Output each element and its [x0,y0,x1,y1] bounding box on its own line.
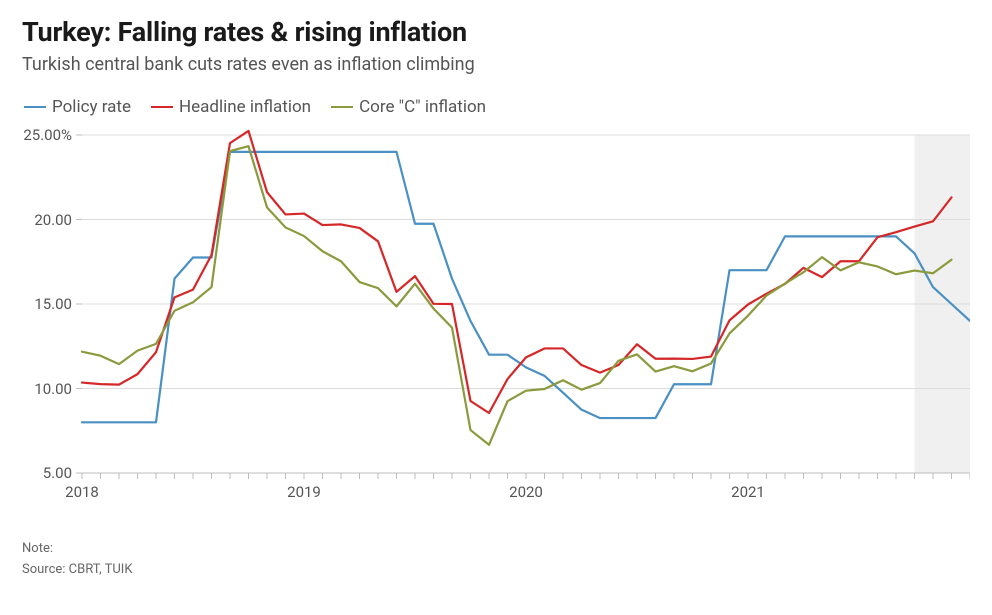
legend-label: Core "C" inflation [359,97,486,117]
chart-area: 5.00 10.00 15.00 20.00 25.00% 2018 2019 2020 202… [22,125,970,525]
series-headline_inflation [82,131,952,413]
note-label: Note: [22,539,970,560]
legend-item: Policy rate [24,97,131,117]
y-axis-label: 15.00 [34,295,72,313]
series-core_c_inflation [82,146,952,445]
legend: Policy rate Headline inflation Core "C" in… [22,97,970,117]
x-axis-label: 2021 [731,483,765,501]
x-axis-label: 2018 [65,483,99,501]
y-axis-label: 20.00 [34,211,72,229]
legend-label: Headline inflation [179,97,311,117]
legend-label: Policy rate [52,97,131,117]
y-axis-label: 10.00 [34,380,72,398]
legend-swatch [331,106,353,109]
legend-item: Headline inflation [151,97,311,117]
line-chart-svg [22,125,970,525]
chart-subtitle: Turkish central bank cuts rates even as … [22,54,970,75]
legend-item: Core "C" inflation [331,97,486,117]
legend-swatch [24,106,46,109]
chart-footer: Note: Source: CBRT, TUIK [22,539,970,581]
x-axis-label: 2019 [287,483,321,501]
y-axis-label: 5.00 [43,464,72,482]
x-axis-label: 2020 [509,483,543,501]
y-axis-label: 25.00% [23,126,72,144]
chart-title: Turkey: Falling rates & rising inflation [22,16,970,48]
legend-swatch [151,106,173,109]
series-policy_rate [82,152,970,422]
source-label: Source: CBRT, TUIK [22,560,970,581]
